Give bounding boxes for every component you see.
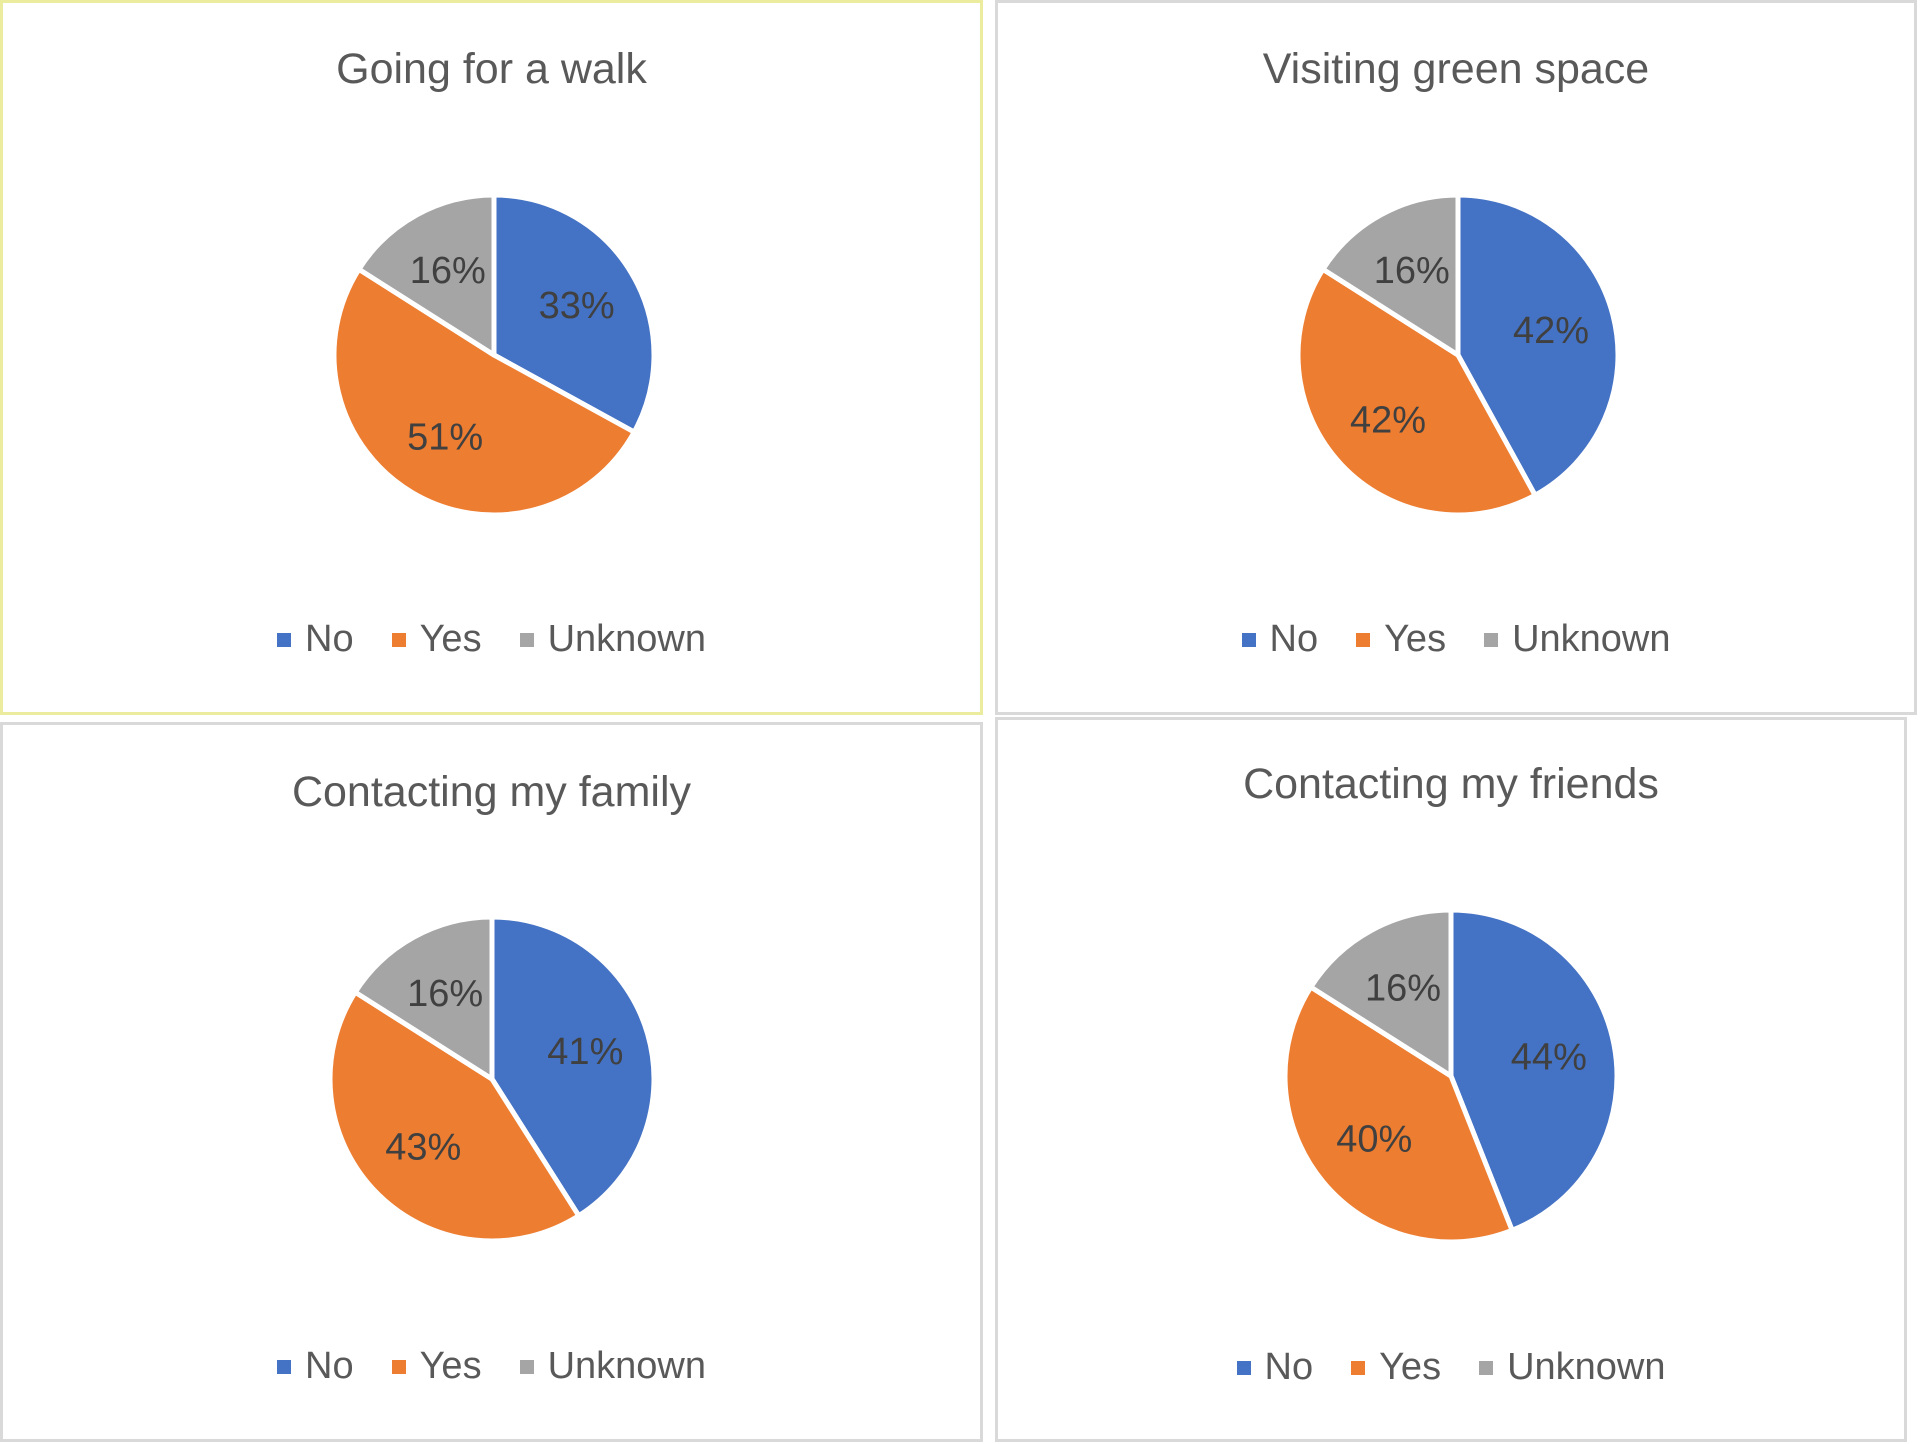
chart-legend: No Yes Unknown	[998, 618, 1914, 661]
pie-chart: 41% 43% 16%	[327, 914, 657, 1244]
legend-label: Unknown	[547, 1345, 706, 1387]
pie-slice-yes	[1282, 984, 1515, 1245]
legend-item-yes: Yes	[1356, 618, 1446, 661]
legend-label: Unknown	[1512, 618, 1671, 660]
pie-slice-yes	[1295, 266, 1538, 518]
legend-label: No	[305, 1345, 354, 1387]
legend-label: Yes	[419, 1345, 482, 1387]
legend-swatch-no	[277, 1359, 291, 1374]
legend-swatch-yes	[1356, 632, 1371, 647]
data-label-no: 42%	[1513, 310, 1589, 352]
legend-swatch-yes	[1351, 1360, 1366, 1375]
legend-item-unknown: Unknown	[519, 618, 706, 661]
legend-item-unknown: Unknown	[1484, 618, 1671, 661]
legend-swatch-unknown	[519, 1359, 534, 1374]
pie-slice-unknown	[352, 914, 495, 1082]
legend-label: Yes	[1384, 618, 1447, 660]
legend-swatch-yes	[391, 632, 406, 647]
data-label-yes: 42%	[1350, 400, 1426, 442]
pie-slice-unknown	[1320, 192, 1461, 358]
data-label-no: 33%	[539, 285, 615, 327]
pie-slice-no	[1448, 907, 1620, 1233]
data-label-no: 44%	[1511, 1036, 1587, 1078]
legend-item-no: No	[277, 618, 354, 661]
pie-chart: 42% 42% 16%	[1295, 192, 1621, 518]
chart-legend: No Yes Unknown	[3, 1345, 980, 1388]
chart-panel-contacting-my-family: Contacting my family 41% 43% 16% No Yes Un…	[0, 722, 983, 1442]
chart-title: Contacting my friends	[1243, 760, 1659, 808]
legend-label: No	[1264, 1346, 1314, 1388]
chart-panel-visiting-green-space: Visiting green space 42% 42% 16% No Yes Un…	[995, 0, 1917, 715]
legend-label: Unknown	[547, 618, 706, 660]
pie-slice-unknown	[356, 192, 497, 358]
data-label-yes: 43%	[385, 1127, 461, 1169]
chart-panel-contacting-my-friends: Contacting my friends 44% 40% 16% No Yes U…	[995, 717, 1907, 1442]
legend-label: Unknown	[1507, 1346, 1666, 1388]
pie-slice-unknown	[1308, 907, 1454, 1079]
chart-title: Contacting my family	[291, 768, 692, 816]
chart-title: Visiting green space	[1262, 45, 1650, 93]
pie-slice-no	[491, 192, 657, 435]
legend-item-no: No	[1236, 1346, 1314, 1389]
legend-label: No	[305, 618, 354, 660]
legend-item-yes: Yes	[391, 1345, 482, 1388]
data-label-no: 41%	[547, 1031, 623, 1073]
legend-swatch-no	[1236, 1360, 1251, 1375]
legend-swatch-yes	[391, 1359, 406, 1374]
legend-swatch-no	[1241, 632, 1256, 647]
legend-label: Yes	[419, 618, 482, 660]
legend-item-no: No	[1241, 618, 1319, 661]
pie-slice-yes	[327, 989, 582, 1244]
legend-item-unknown: Unknown	[519, 1345, 706, 1388]
legend-item-yes: Yes	[391, 618, 482, 661]
pie-slice-yes	[331, 266, 637, 518]
chart-legend: No Yes Unknown	[998, 1346, 1904, 1389]
legend-label: Yes	[1379, 1346, 1442, 1388]
data-label-yes: 51%	[407, 417, 483, 459]
legend-item-unknown: Unknown	[1479, 1346, 1666, 1389]
chart-title: Going for a walk	[336, 45, 647, 93]
legend-item-no: No	[277, 1345, 354, 1388]
legend-swatch-unknown	[1484, 632, 1499, 647]
chart-panel-going-for-a-walk: Going for a walk 33% 51% 16% No Yes Unknow…	[0, 0, 983, 715]
legend-label: No	[1269, 618, 1319, 660]
legend-swatch-unknown	[1479, 1360, 1494, 1375]
pie-chart: 44% 40% 16%	[1282, 907, 1620, 1245]
legend-swatch-no	[277, 632, 291, 647]
data-label-unknown: 16%	[410, 250, 486, 292]
pie-slice-no	[1455, 192, 1621, 498]
data-label-yes: 40%	[1336, 1118, 1412, 1160]
pie-chart: 33% 51% 16%	[331, 192, 657, 518]
legend-swatch-unknown	[519, 632, 534, 647]
data-label-unknown: 16%	[1374, 250, 1450, 292]
legend-item-yes: Yes	[1351, 1346, 1441, 1389]
data-label-unknown: 16%	[1365, 968, 1441, 1010]
data-label-unknown: 16%	[407, 973, 483, 1015]
chart-legend: No Yes Unknown	[3, 618, 980, 661]
